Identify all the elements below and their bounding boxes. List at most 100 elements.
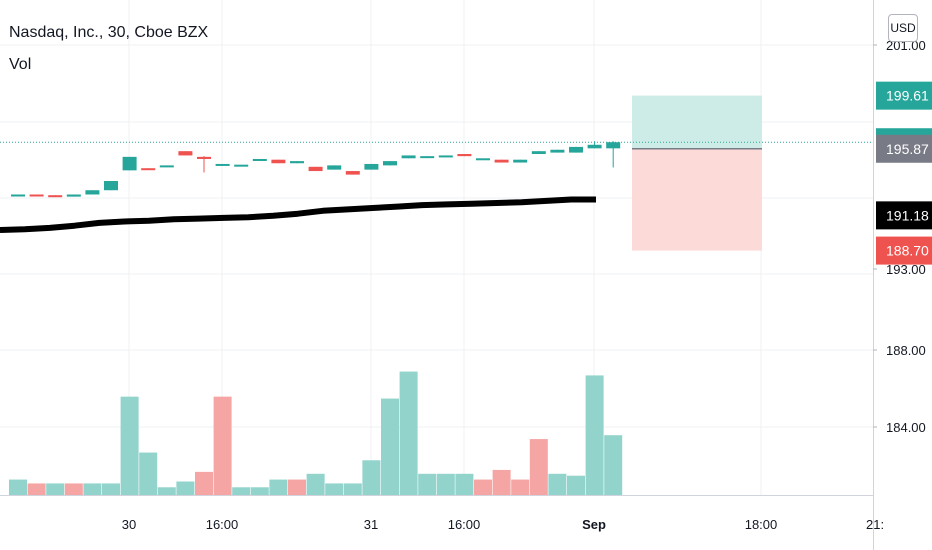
time-tick-label: 21:	[866, 517, 884, 532]
price-badge: 195.87	[876, 134, 932, 163]
volume-bar	[343, 483, 362, 495]
volume-bar	[548, 473, 567, 495]
candle-body	[290, 161, 304, 164]
price-tick-label: 184.00	[886, 420, 926, 435]
candle	[252, 158, 267, 161]
candle	[308, 166, 323, 172]
candle-body	[271, 159, 286, 164]
candle-body	[494, 159, 509, 163]
candle-body	[531, 151, 546, 155]
candle	[494, 159, 509, 163]
candle-body	[215, 163, 230, 166]
time-tick-label: Sep	[582, 517, 606, 532]
candle-body	[345, 171, 360, 175]
candle	[420, 156, 435, 159]
volume-indicator-label[interactable]: Vol	[9, 56, 32, 73]
price-badge-label: 195.87	[886, 141, 929, 157]
price-badge-label: 191.18	[886, 207, 929, 223]
volume-bar	[306, 473, 325, 495]
candle	[85, 190, 100, 195]
candle	[48, 195, 63, 198]
chart-title: Nasdaq, Inc., 30, Cboe BZX	[9, 24, 209, 41]
candle-body	[234, 164, 249, 167]
candle-body	[178, 151, 193, 156]
candle	[215, 163, 230, 166]
candle-body	[85, 190, 100, 195]
candle	[569, 146, 583, 153]
volume-bar	[288, 479, 306, 495]
volume-bar	[27, 483, 46, 495]
candle	[29, 194, 44, 197]
candle-body	[401, 155, 416, 159]
volume-bar	[325, 483, 344, 495]
candle-body	[66, 194, 81, 197]
candle	[401, 155, 416, 159]
volume-bar	[195, 471, 213, 495]
volume-bar	[46, 483, 65, 495]
volume-bar	[9, 479, 27, 495]
grid	[0, 0, 874, 550]
price-badge: 188.70	[876, 236, 932, 265]
volume-bar	[492, 469, 511, 495]
price-tick-label: 188.00	[886, 343, 926, 358]
candle-body	[476, 158, 490, 161]
candle	[141, 168, 156, 171]
candle	[197, 156, 211, 173]
candle-body	[550, 149, 565, 153]
candle-body	[11, 194, 25, 197]
volume-bar	[474, 479, 492, 495]
target-zone	[632, 95, 762, 149]
candle	[327, 165, 342, 170]
volume-bars	[9, 371, 623, 495]
volume-bar	[436, 473, 455, 495]
candle	[457, 154, 472, 157]
candle	[271, 159, 286, 164]
volume-bar	[529, 439, 548, 495]
stop-zone	[632, 148, 762, 251]
volume-bar	[64, 483, 83, 495]
price-badge-bg	[876, 81, 932, 110]
volume-bar	[120, 396, 139, 495]
volume-bar	[157, 487, 176, 495]
candle	[550, 149, 565, 153]
candle	[159, 165, 174, 168]
candle-body	[48, 195, 63, 198]
candle	[234, 164, 249, 167]
volume-bar	[83, 483, 102, 495]
volume-bar	[511, 479, 530, 495]
candle-body	[364, 163, 379, 170]
volume-bar	[139, 452, 158, 495]
volume-bar	[250, 487, 269, 495]
volume-bar	[567, 475, 585, 495]
candle	[364, 163, 379, 170]
time-tick-label: 31	[364, 517, 378, 532]
candle-body	[197, 156, 211, 159]
price-badge-label: 199.61	[886, 88, 929, 104]
candle	[513, 159, 528, 163]
volume-bar	[418, 473, 437, 495]
volume-bar	[269, 479, 288, 495]
candle	[345, 171, 360, 175]
candle	[104, 181, 118, 191]
candle	[438, 155, 453, 158]
candle	[383, 161, 397, 166]
currency-button[interactable]: USD	[888, 14, 918, 42]
candle-body	[606, 142, 621, 149]
candle-body	[569, 146, 583, 153]
volume-bar	[381, 398, 399, 495]
volume-bar	[455, 473, 474, 495]
price-axis[interactable]: 201.00193.00188.00184.00199.61196.33195.…	[873, 38, 932, 435]
time-tick-label: 16:00	[206, 517, 239, 532]
candle	[11, 194, 25, 197]
volume-bar	[362, 460, 381, 495]
volume-bar	[176, 481, 195, 495]
long-position-tool[interactable]	[632, 95, 762, 251]
candle-body	[513, 159, 528, 163]
candle	[122, 156, 137, 171]
time-axis[interactable]: 30 16:00 31 16:00 Sep 18:00 21:	[122, 517, 884, 532]
volume-bar	[102, 483, 120, 495]
price-badge: 199.61	[876, 81, 932, 110]
price-tick-label: 193.00	[886, 262, 926, 277]
candle-body	[457, 154, 472, 157]
